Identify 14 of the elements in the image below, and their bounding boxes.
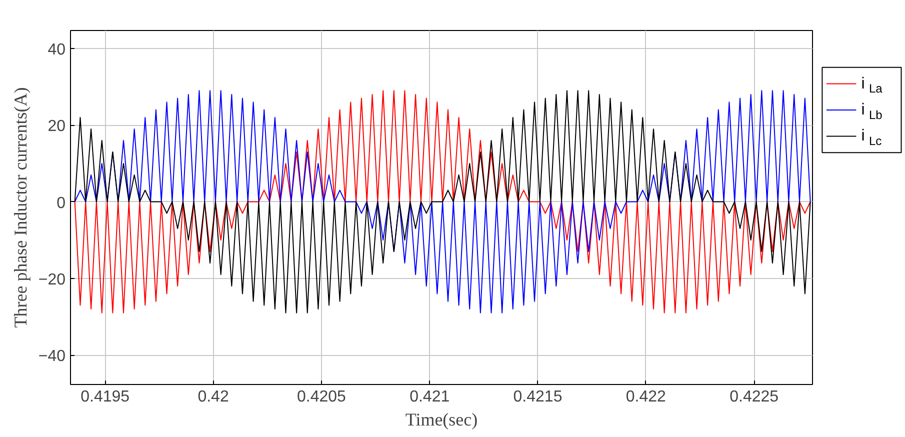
x-tick-label: 0.4215 xyxy=(513,388,562,406)
x-tick-label: 0.421 xyxy=(410,388,450,406)
y-tick-label: −20 xyxy=(38,271,66,288)
x-tick-label: 0.4225 xyxy=(730,388,779,406)
x-tick-label: 0.422 xyxy=(626,388,666,406)
y-tick-label: 0 xyxy=(56,194,66,212)
x-tick-label: 0.42 xyxy=(198,388,229,406)
y-axis-title: Three phase Inductor currents(A) xyxy=(10,87,30,328)
x-tick-label: 0.4195 xyxy=(80,388,130,406)
y-tick-label: 40 xyxy=(48,42,66,59)
y-tick-label: 20 xyxy=(48,118,66,136)
x-axis-title: Time(sec) xyxy=(405,410,478,430)
x-tick-label: 0.4205 xyxy=(296,388,346,406)
y-tick-label: −40 xyxy=(38,348,66,365)
